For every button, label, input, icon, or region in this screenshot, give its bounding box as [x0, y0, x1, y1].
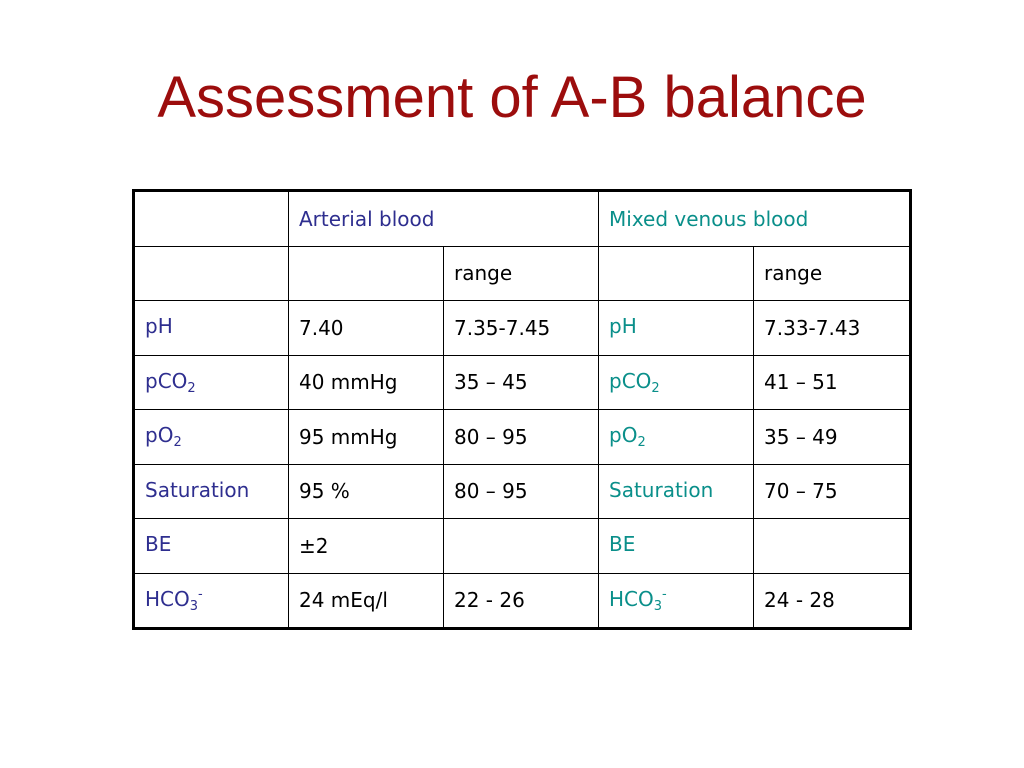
- table-row: Saturation 95 % 80 – 95 Saturation 70 – 75: [133, 463, 912, 519]
- venous-parameter: pCO2: [598, 354, 755, 410]
- venous-parameter: BE: [598, 518, 755, 574]
- empty-cell: [288, 245, 444, 301]
- subheader-row: range range: [133, 245, 912, 301]
- parameter-subscript: 2: [651, 380, 660, 396]
- parameter-name: BE: [609, 532, 636, 557]
- parameter-name: pH: [145, 314, 173, 339]
- arterial-parameter: HCO3-: [133, 572, 289, 629]
- table-row: pH 7.40 7.35-7.45 pH 7.33-7.43: [133, 300, 912, 356]
- venous-range-header: range: [753, 245, 912, 301]
- venous-parameter: pO2: [598, 409, 755, 465]
- arterial-range: 80 – 95: [442, 409, 600, 465]
- arterial-parameter: pCO2: [133, 354, 289, 410]
- arterial-range: 80 – 95: [442, 463, 600, 519]
- parameter-name: Saturation: [609, 477, 714, 502]
- arterial-range: 35 – 45: [442, 354, 600, 410]
- arterial-value: 7.40: [288, 300, 444, 356]
- venous-range: 41 – 51: [753, 354, 912, 410]
- parameter-subscript: 3: [189, 598, 199, 614]
- arterial-parameter: Saturation: [133, 463, 289, 519]
- table-row: pCO2 40 mmHg 35 – 45 pCO2 41 – 51: [133, 354, 912, 410]
- slide-title: Assessment of A-B balance: [157, 65, 867, 130]
- venous-parameter: Saturation: [598, 463, 755, 519]
- venous-parameter: HCO3-: [598, 572, 755, 629]
- table-row: pO2 95 mmHg 80 – 95 pO2 35 – 49: [133, 409, 912, 465]
- venous-range: [753, 518, 912, 574]
- table-row: BE ±2 BE: [133, 518, 912, 574]
- venous-range: 24 - 28: [753, 572, 912, 629]
- arterial-range: 22 - 26: [442, 572, 600, 629]
- table-row: HCO3- 24 mEq/l 22 - 26 HCO3- 24 - 28: [133, 572, 912, 629]
- parameter-superscript: -: [198, 586, 203, 602]
- arterial-range-header: range: [442, 245, 600, 301]
- parameter-name: BE: [145, 532, 172, 557]
- arterial-range: [442, 518, 600, 574]
- parameter-name: pCO: [609, 368, 652, 393]
- parameter-name: HCO: [145, 586, 190, 611]
- arterial-header: Arterial blood: [287, 190, 600, 247]
- parameter-subscript: 2: [173, 435, 182, 451]
- header-row: Arterial blood Mixed venous blood: [133, 190, 912, 247]
- corner-cell: [133, 190, 289, 247]
- parameter-subscript: 3: [653, 598, 663, 614]
- arterial-value: ±2: [288, 518, 444, 574]
- arterial-value: 95 mmHg: [288, 409, 444, 465]
- arterial-value: 40 mmHg: [288, 354, 444, 410]
- parameter-name: pO: [609, 423, 638, 448]
- venous-header: Mixed venous blood: [598, 190, 912, 247]
- arterial-value: 24 mEq/l: [288, 572, 444, 629]
- arterial-parameter: pH: [133, 300, 289, 356]
- parameter-name: Saturation: [145, 477, 250, 502]
- parameter-name: pCO: [145, 368, 188, 393]
- arterial-parameter: pO2: [133, 409, 289, 465]
- acid-base-table: Arterial blood Mixed venous blood range …: [132, 189, 913, 630]
- empty-cell: [598, 245, 755, 301]
- parameter-superscript: -: [662, 586, 667, 602]
- parameter-subscript: 2: [637, 435, 646, 451]
- arterial-value: 95 %: [288, 463, 444, 519]
- venous-range: 70 – 75: [753, 463, 912, 519]
- arterial-parameter: BE: [133, 518, 289, 574]
- parameter-name: pO: [145, 423, 174, 448]
- parameter-subscript: 2: [187, 380, 196, 396]
- parameter-name: HCO: [609, 586, 654, 611]
- venous-parameter: pH: [598, 300, 755, 356]
- venous-range: 35 – 49: [753, 409, 912, 465]
- arterial-range: 7.35-7.45: [442, 300, 600, 356]
- parameter-name: pH: [609, 314, 637, 339]
- empty-cell: [133, 245, 289, 301]
- venous-range: 7.33-7.43: [753, 300, 912, 356]
